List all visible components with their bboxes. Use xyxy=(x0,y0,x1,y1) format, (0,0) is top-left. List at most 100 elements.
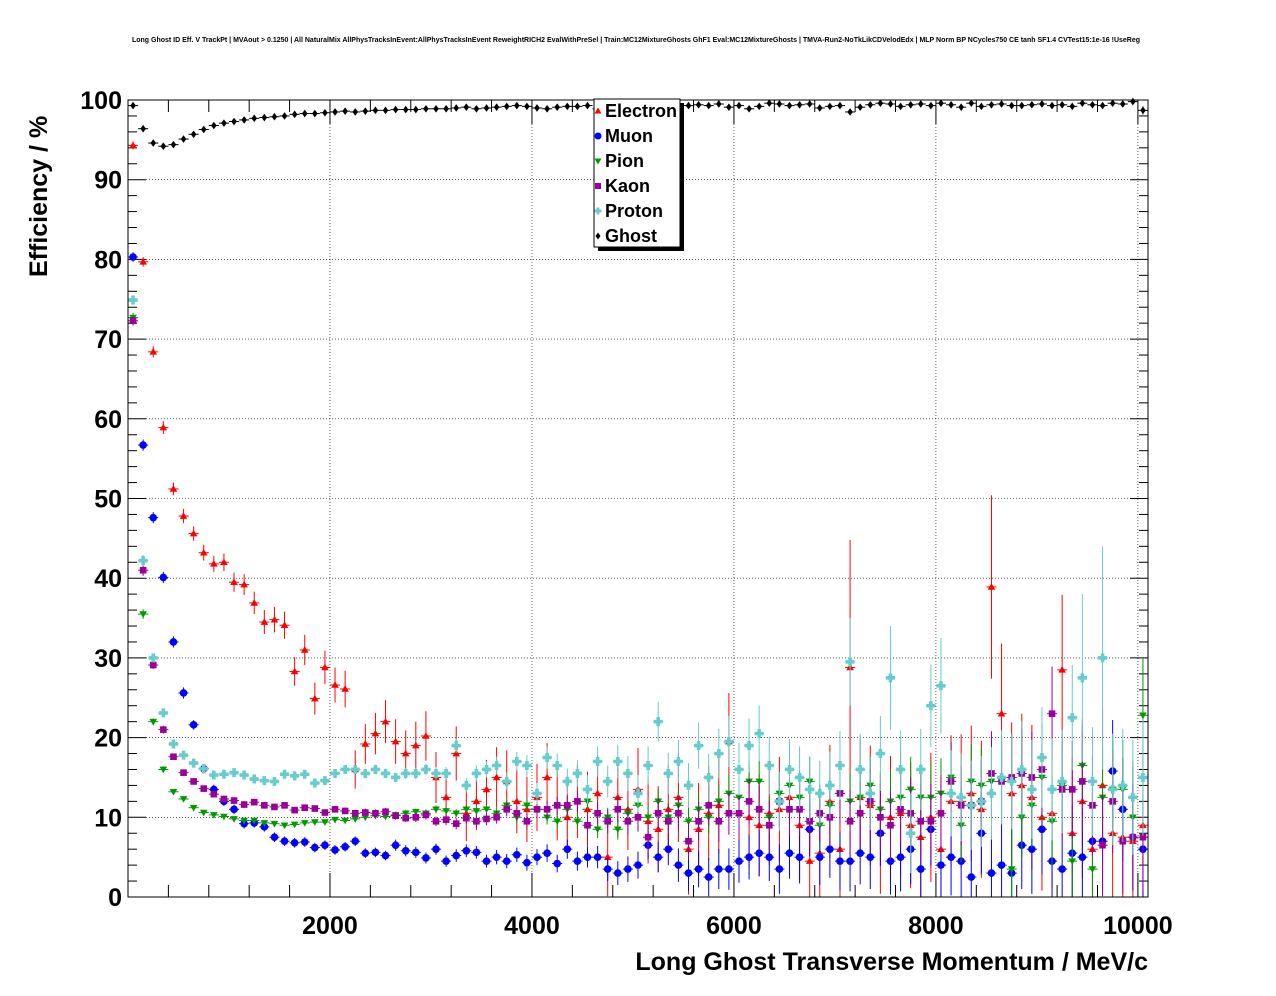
data-point xyxy=(754,729,764,739)
legend-label: Ghost xyxy=(605,226,657,246)
data-point xyxy=(382,808,389,816)
data-point xyxy=(715,100,722,108)
data-point xyxy=(462,806,471,814)
data-point xyxy=(149,513,158,522)
data-point xyxy=(976,796,986,806)
data-point xyxy=(634,814,642,821)
data-point xyxy=(846,817,854,825)
data-point xyxy=(240,801,248,808)
legend-label: Proton xyxy=(605,201,663,221)
data-point xyxy=(261,113,268,122)
data-point xyxy=(372,810,379,817)
y-tick-label: 20 xyxy=(94,725,122,753)
data-point xyxy=(1139,833,1147,841)
data-point xyxy=(149,661,157,669)
data-point xyxy=(694,741,704,751)
data-point xyxy=(553,818,562,826)
data-point xyxy=(139,257,147,265)
data-point xyxy=(937,810,945,817)
data-point xyxy=(240,580,248,588)
data-point xyxy=(937,861,945,869)
data-point xyxy=(159,423,168,431)
data-point xyxy=(988,100,995,109)
data-point xyxy=(300,838,309,846)
data-point xyxy=(250,599,259,606)
data-point xyxy=(947,853,955,861)
data-point xyxy=(482,785,491,793)
data-point xyxy=(543,806,551,813)
data-point xyxy=(159,573,168,582)
data-point xyxy=(442,793,450,801)
data-point xyxy=(826,845,834,853)
data-point xyxy=(189,804,198,812)
x-axis-label: Long Ghost Transverse Momentum / MeV/c xyxy=(635,948,1148,976)
data-point xyxy=(179,689,188,697)
data-point xyxy=(170,753,177,761)
data-point xyxy=(199,548,208,556)
data-point xyxy=(928,101,934,110)
data-point xyxy=(584,101,591,110)
data-point xyxy=(764,760,774,770)
legend-marker xyxy=(594,158,602,165)
x-tick-label: 10000 xyxy=(1103,912,1173,940)
data-point xyxy=(331,806,339,813)
data-point xyxy=(431,768,441,778)
data-point xyxy=(765,853,774,861)
data-point xyxy=(139,566,147,574)
data-point xyxy=(463,814,470,822)
data-point xyxy=(321,819,329,826)
data-point xyxy=(310,778,320,788)
data-point xyxy=(714,865,723,873)
data-point xyxy=(695,100,702,109)
data-point xyxy=(796,806,803,813)
data-point xyxy=(1038,825,1046,834)
data-point xyxy=(301,804,309,812)
data-point xyxy=(573,818,582,826)
data-point xyxy=(513,810,521,817)
data-point xyxy=(685,837,692,845)
data-point xyxy=(230,797,238,804)
data-point xyxy=(159,766,168,774)
data-point xyxy=(543,849,551,857)
data-point xyxy=(442,816,450,823)
legend-marker xyxy=(594,107,602,114)
data-point xyxy=(968,99,975,107)
data-point xyxy=(534,104,540,112)
data-point xyxy=(260,823,269,831)
data-point xyxy=(179,512,188,519)
data-point xyxy=(755,806,763,813)
data-point xyxy=(725,865,733,873)
data-point xyxy=(401,810,410,818)
data-point xyxy=(381,768,391,778)
data-point xyxy=(370,764,380,774)
legend-item-pion: Pion xyxy=(594,151,644,171)
data-point xyxy=(149,718,158,726)
y-tick-label: 40 xyxy=(94,565,122,593)
data-point xyxy=(452,851,461,860)
data-point xyxy=(997,772,1007,782)
data-point xyxy=(1119,100,1126,108)
data-point xyxy=(785,849,794,857)
legend-box xyxy=(593,98,681,248)
data-point xyxy=(129,253,137,261)
data-point xyxy=(160,726,167,733)
data-point xyxy=(312,109,318,118)
data-point xyxy=(695,817,702,825)
data-point xyxy=(239,770,249,780)
data-point xyxy=(766,99,773,107)
data-point xyxy=(200,125,207,134)
data-point xyxy=(210,812,218,819)
data-point xyxy=(189,721,198,729)
chart-title: Long Ghost ID Eff. V TrackPt | MVAout > … xyxy=(132,37,1140,44)
data-point xyxy=(250,817,259,825)
data-point xyxy=(1108,784,1118,794)
data-point xyxy=(746,104,752,113)
data-point xyxy=(148,653,158,663)
legend-item-electron: Electron xyxy=(594,101,677,121)
legend-label: Kaon xyxy=(605,176,650,196)
data-point xyxy=(654,810,662,817)
data-point xyxy=(422,854,430,862)
y-tick-label: 90 xyxy=(94,167,122,195)
data-point xyxy=(513,850,521,859)
data-point xyxy=(786,806,793,813)
